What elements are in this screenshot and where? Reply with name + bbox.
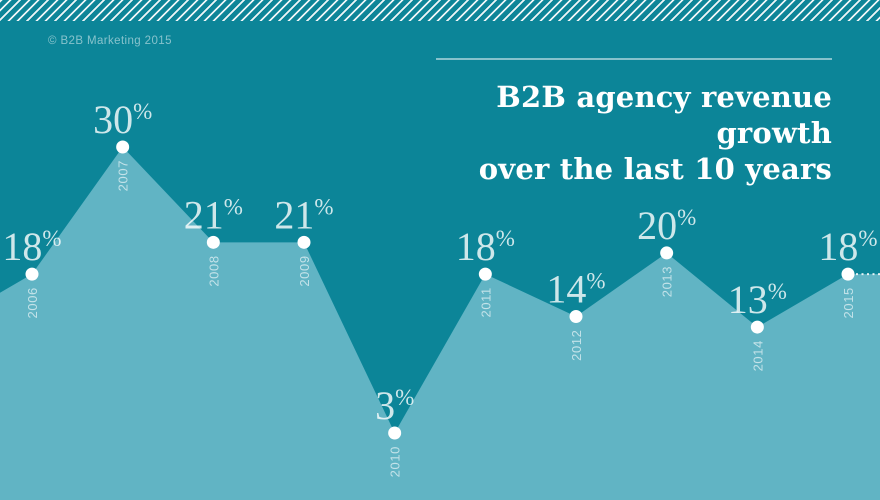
point-year-label-2013: 2013 bbox=[660, 266, 675, 297]
point-value-label-2007: 30% bbox=[93, 97, 152, 142]
chart-title: B2B agency revenue growth over the last 1… bbox=[436, 79, 832, 187]
data-point-dot-2008 bbox=[206, 235, 220, 249]
point-year-label-2015: 2015 bbox=[841, 287, 856, 318]
point-value-label-2015: 18% bbox=[818, 224, 877, 269]
title-line-2: over the last 10 years bbox=[478, 152, 832, 186]
point-year-label-2010: 2010 bbox=[388, 446, 403, 477]
point-year-label-2009: 2009 bbox=[297, 255, 312, 286]
data-point-dot-2010 bbox=[388, 426, 402, 440]
data-point-dot-2015 bbox=[841, 267, 855, 281]
title-rule bbox=[436, 58, 832, 60]
data-point-dot-2014 bbox=[750, 320, 764, 334]
point-value-label-2014: 13% bbox=[728, 277, 787, 322]
point-value-label-2009: 21% bbox=[274, 192, 333, 237]
data-point-dot-2007 bbox=[116, 140, 130, 154]
title-line-1: B2B agency revenue growth bbox=[496, 80, 832, 150]
point-value-label-2010: 3% bbox=[375, 383, 414, 428]
point-year-label-2012: 2012 bbox=[569, 329, 584, 360]
data-point-dot-2013 bbox=[660, 246, 674, 260]
point-value-label-2008: 21% bbox=[184, 192, 243, 237]
point-value-label-2006: 18% bbox=[2, 224, 61, 269]
point-value-label-2011: 18% bbox=[456, 224, 515, 269]
point-value-label-2012: 14% bbox=[546, 266, 605, 311]
area-fill bbox=[0, 147, 880, 500]
data-point-dot-2012 bbox=[569, 309, 583, 323]
data-point-dot-2009 bbox=[297, 235, 311, 249]
striped-header-band bbox=[0, 0, 880, 21]
point-year-label-2006: 2006 bbox=[25, 287, 40, 318]
data-point-dot-2006 bbox=[25, 267, 39, 281]
point-year-label-2014: 2014 bbox=[750, 340, 765, 371]
point-year-label-2007: 2007 bbox=[116, 160, 131, 191]
chart-title-block: B2B agency revenue growth over the last 1… bbox=[436, 58, 832, 187]
copyright-text: © B2B Marketing 2015 bbox=[48, 35, 172, 47]
point-year-label-2008: 2008 bbox=[206, 255, 221, 286]
point-year-label-2011: 2011 bbox=[478, 287, 493, 317]
point-value-label-2013: 20% bbox=[637, 203, 696, 248]
data-point-dot-2011 bbox=[478, 267, 492, 281]
